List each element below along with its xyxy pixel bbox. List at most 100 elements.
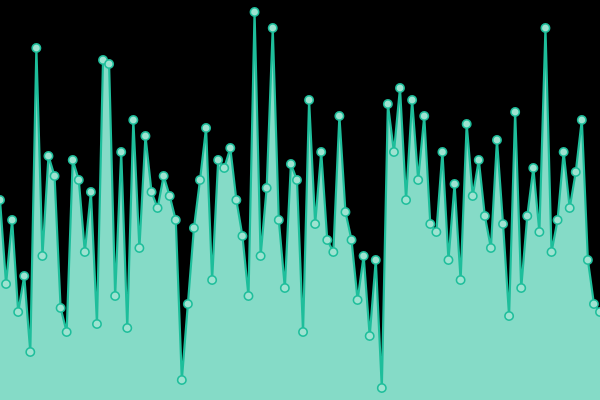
data-point-marker xyxy=(370,255,381,266)
data-point-marker xyxy=(407,95,418,106)
data-point-marker xyxy=(195,175,206,186)
data-point-marker xyxy=(25,346,36,357)
data-point-marker xyxy=(285,159,296,170)
data-point-marker xyxy=(1,278,12,289)
data-point-marker xyxy=(158,171,169,182)
data-point-marker xyxy=(134,243,145,254)
data-point-marker xyxy=(382,99,393,110)
data-point-marker xyxy=(298,326,309,337)
data-point-marker xyxy=(291,175,302,186)
data-point-marker xyxy=(13,306,24,317)
data-point-marker xyxy=(170,215,181,226)
data-point-marker xyxy=(279,282,290,293)
data-point-marker xyxy=(413,175,424,186)
data-point-marker xyxy=(207,274,218,285)
data-point-marker xyxy=(340,207,351,218)
data-point-marker xyxy=(491,135,502,146)
data-point-marker xyxy=(564,203,575,214)
data-point-marker xyxy=(401,195,412,206)
data-point-marker xyxy=(19,270,30,281)
data-point-marker xyxy=(152,203,163,214)
series-line xyxy=(0,10,600,390)
data-point-marker xyxy=(352,294,363,305)
data-point-marker xyxy=(540,22,551,33)
data-point-marker xyxy=(498,219,509,230)
data-point-marker xyxy=(273,215,284,226)
data-point-marker xyxy=(419,111,430,122)
data-point-marker xyxy=(140,131,151,142)
data-point-marker xyxy=(485,243,496,254)
data-point-marker xyxy=(310,219,321,230)
data-point-marker xyxy=(455,274,466,285)
data-point-marker xyxy=(243,290,254,301)
data-point-marker xyxy=(558,147,569,158)
data-point-marker xyxy=(322,235,333,246)
data-point-marker xyxy=(334,111,345,122)
data-point-marker xyxy=(79,247,90,258)
data-point-marker xyxy=(510,107,521,118)
data-point-marker xyxy=(55,302,66,313)
data-point-marker xyxy=(49,171,60,182)
data-point-marker xyxy=(225,143,236,154)
data-point-marker xyxy=(128,115,139,126)
data-point-marker xyxy=(267,22,278,33)
data-point-marker xyxy=(85,187,96,198)
data-point-marker xyxy=(425,219,436,230)
area-fill xyxy=(0,12,600,400)
data-point-marker xyxy=(188,223,199,234)
data-point-marker xyxy=(104,58,115,69)
data-point-marker xyxy=(231,195,242,206)
data-point-marker xyxy=(528,163,539,174)
data-point-marker xyxy=(201,123,212,134)
data-point-marker xyxy=(73,175,84,186)
data-point-marker xyxy=(316,147,327,158)
data-point-marker xyxy=(449,179,460,190)
data-point-marker xyxy=(546,247,557,258)
data-point-marker xyxy=(346,235,357,246)
data-point-marker xyxy=(110,290,121,301)
data-point-marker xyxy=(116,147,127,158)
data-point-marker xyxy=(176,374,187,385)
data-point-marker xyxy=(213,155,224,166)
data-point-marker xyxy=(479,211,490,222)
line-group xyxy=(0,10,600,390)
data-point-marker xyxy=(304,95,315,106)
data-point-marker xyxy=(552,215,563,226)
data-point-marker xyxy=(7,215,18,226)
data-point-marker xyxy=(0,195,5,205)
data-point-marker xyxy=(473,155,484,166)
area-fill-group xyxy=(0,12,600,400)
data-point-marker xyxy=(182,298,193,309)
data-point-marker xyxy=(261,183,272,194)
data-point-marker xyxy=(122,322,133,333)
data-point-marker xyxy=(388,147,399,158)
data-point-marker xyxy=(164,191,175,202)
data-point-marker xyxy=(249,7,260,17)
data-point-marker xyxy=(364,330,375,341)
data-point-marker xyxy=(219,163,230,174)
data-point-marker xyxy=(255,251,266,262)
data-point-marker xyxy=(328,247,339,258)
data-point-marker xyxy=(237,231,248,242)
data-point-marker xyxy=(37,251,48,262)
data-point-marker xyxy=(43,151,54,162)
data-point-marker xyxy=(570,167,581,178)
data-point-marker xyxy=(61,326,72,337)
data-point-marker xyxy=(91,318,102,329)
data-point-marker xyxy=(504,310,515,321)
data-point-marker xyxy=(595,307,600,317)
data-point-marker xyxy=(431,227,442,238)
data-point-markers xyxy=(0,7,600,393)
data-point-marker xyxy=(516,282,527,293)
data-point-marker xyxy=(67,155,78,166)
data-point-marker xyxy=(358,251,369,262)
data-point-marker xyxy=(376,382,387,393)
data-point-marker xyxy=(461,119,472,130)
data-point-marker xyxy=(394,83,405,94)
data-point-marker xyxy=(146,187,157,198)
data-point-marker xyxy=(31,42,42,53)
data-point-marker xyxy=(467,191,478,202)
data-point-marker xyxy=(437,147,448,158)
